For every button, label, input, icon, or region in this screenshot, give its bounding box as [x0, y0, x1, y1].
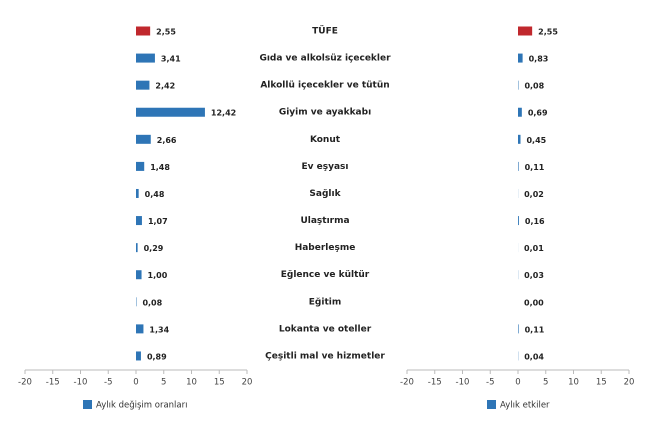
value-label: 0,04: [524, 352, 544, 361]
category-label: Konut: [310, 135, 341, 145]
value-label: 0,02: [524, 190, 544, 199]
bar: [136, 243, 138, 253]
x-tick-label: -10: [456, 378, 470, 388]
category-label: Eğlence ve kültür: [281, 270, 370, 280]
x-tick-label: 5: [161, 378, 166, 388]
bar: [136, 53, 155, 63]
bar: [136, 188, 139, 198]
legend-swatch: [487, 400, 496, 409]
value-label: 3,41: [161, 55, 181, 64]
bar: [136, 107, 205, 117]
legend-label: Aylık değişim oranları: [96, 401, 188, 411]
value-label: 0,03: [524, 271, 544, 280]
bar: [518, 107, 522, 117]
value-label: 0,11: [525, 163, 545, 172]
x-tick-label: 0: [133, 378, 138, 388]
value-label: 0,69: [528, 109, 548, 118]
category-label: Haberleşme: [295, 243, 356, 253]
bar: [136, 161, 145, 171]
x-tick-label: -20: [400, 378, 414, 388]
value-label: 0,01: [524, 244, 544, 253]
category-label: Çeşitli mal ve hizmetler: [265, 351, 385, 361]
value-label: 1,00: [148, 271, 168, 280]
value-label: 1,34: [149, 325, 169, 334]
category-label: Alkollü içecekler ve tütün: [260, 81, 389, 91]
value-label: 0,11: [525, 325, 545, 334]
bar: [518, 53, 523, 63]
value-label: 1,48: [150, 163, 170, 172]
bar: [136, 134, 151, 144]
x-tick-label: 15: [596, 378, 607, 388]
value-label: 2,55: [538, 28, 558, 37]
value-label: 0,08: [142, 298, 162, 307]
value-label: 0,89: [147, 352, 167, 361]
value-label: 0,08: [524, 82, 544, 91]
value-label: 0,00: [524, 298, 544, 307]
bar: [136, 324, 144, 334]
x-tick-label: -15: [428, 378, 442, 388]
legend-swatch: [83, 400, 92, 409]
bar: [136, 80, 150, 90]
category-label: Eğitim: [309, 297, 341, 307]
category-label: Gıda ve alkolsüz içecekler: [259, 54, 391, 64]
x-tick-label: 10: [568, 378, 579, 388]
value-label: 1,07: [148, 217, 168, 226]
value-label: 12,42: [211, 109, 236, 118]
x-tick-label: 20: [242, 378, 253, 388]
x-tick-label: 15: [214, 378, 225, 388]
value-label: 0,29: [144, 244, 164, 253]
x-tick-label: 10: [186, 378, 197, 388]
category-label: Lokanta ve oteller: [279, 324, 372, 334]
x-tick-label: -5: [104, 378, 112, 388]
value-label: 0,48: [145, 190, 165, 199]
bar: [518, 134, 521, 144]
bar: [136, 351, 141, 361]
category-label: Ev eşyası: [302, 162, 349, 172]
bar: [518, 324, 519, 334]
category-label: Giyim ve ayakkabı: [279, 108, 371, 118]
x-tick-label: -5: [486, 378, 494, 388]
x-tick-label: -20: [18, 378, 32, 388]
x-tick-label: 5: [543, 378, 548, 388]
category-label: TÜFE: [312, 26, 338, 37]
value-label: 0,16: [525, 217, 545, 226]
legend-label: Aylık etkiler: [500, 401, 550, 411]
x-tick-label: 20: [624, 378, 635, 388]
bar: [518, 216, 519, 226]
bar: [136, 26, 151, 36]
x-tick-label: 0: [515, 378, 520, 388]
bar: [518, 161, 519, 171]
x-tick-label: -15: [46, 378, 60, 388]
x-tick-label: -10: [74, 378, 88, 388]
category-label: Sağlık: [309, 189, 341, 199]
bar: [136, 270, 142, 280]
bar: [136, 216, 142, 226]
value-label: 2,55: [156, 28, 176, 37]
value-label: 0,45: [526, 136, 546, 145]
value-label: 2,42: [155, 82, 175, 91]
bar: [518, 26, 533, 36]
category-label: Ulaştırma: [300, 216, 349, 226]
value-label: 0,83: [529, 55, 549, 64]
value-label: 2,66: [157, 136, 177, 145]
